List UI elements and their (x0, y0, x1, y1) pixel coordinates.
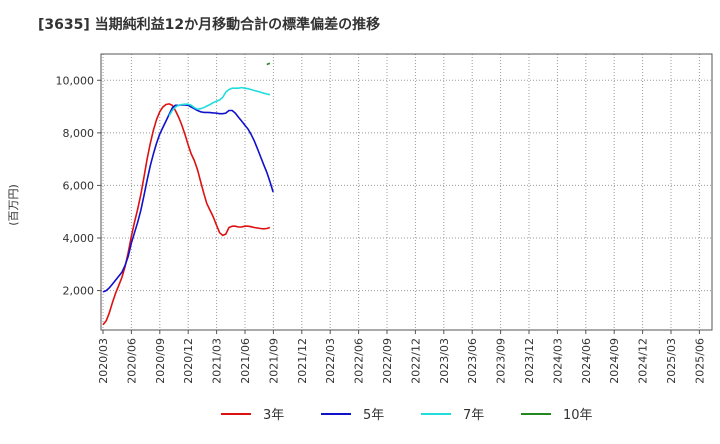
x-tick-label: 2022/09 (381, 338, 394, 384)
x-tick-label: 2024/03 (551, 338, 564, 384)
x-tick-label: 2025/06 (693, 338, 706, 384)
plot-border (100, 53, 713, 331)
legend-label: 3年 (263, 408, 284, 423)
y-tick-label: 10,000 (56, 74, 95, 87)
x-axis-ticks: 2020/03 2020/06 2020/09 2020/12 2021/03 2021/… (97, 330, 706, 384)
series-line-7年 (168, 86, 271, 117)
x-tick-label: 2024/06 (580, 338, 593, 384)
y-tick-label: 2,000 (63, 285, 95, 298)
y-tick-label: 4,000 (63, 232, 95, 245)
x-tick-label: 2022/12 (409, 338, 422, 384)
legend-label: 7年 (463, 408, 484, 423)
x-tick-label: 2021/06 (239, 338, 252, 384)
x-tick-label: 2023/12 (523, 338, 536, 384)
x-tick-label: 2021/09 (267, 338, 280, 384)
legend-label: 5年 (363, 408, 384, 423)
y-axis-ticks: 2,000 4,000 6,000 8,000 10,000 (56, 74, 101, 298)
x-tick-label: 2020/03 (97, 338, 110, 384)
series-group (102, 62, 274, 326)
series-line-3年 (102, 103, 271, 326)
chart-title: [3635] 当期純利益12か月移動合計の標準偏差の推移 (38, 16, 380, 33)
x-tick-label: 2022/06 (353, 338, 366, 384)
x-tick-label: 2023/06 (466, 338, 479, 384)
x-tick-label: 2020/06 (125, 338, 138, 384)
x-tick-label: 2024/12 (637, 338, 650, 384)
x-tick-label: 2023/09 (495, 338, 508, 384)
legend-label: 10年 (563, 408, 593, 423)
y-tick-label: 8,000 (63, 127, 95, 140)
legend: 3年 5年 7年 10年 (221, 408, 593, 423)
series-line-10年 (266, 62, 271, 66)
x-tick-label: 2020/09 (154, 338, 167, 384)
x-tick-label: 2025/03 (665, 338, 678, 384)
x-tick-label: 2024/09 (608, 338, 621, 384)
x-tick-label: 2020/12 (182, 338, 195, 384)
y-axis-label: (百万円) (7, 184, 20, 226)
x-tick-label: 2023/03 (438, 338, 451, 384)
x-tick-label: 2021/12 (296, 338, 309, 384)
x-tick-label: 2021/03 (211, 338, 224, 384)
grid (101, 54, 712, 330)
x-tick-label: 2022/03 (324, 338, 337, 384)
y-tick-label: 6,000 (63, 179, 95, 192)
series-line-5年 (102, 104, 274, 293)
